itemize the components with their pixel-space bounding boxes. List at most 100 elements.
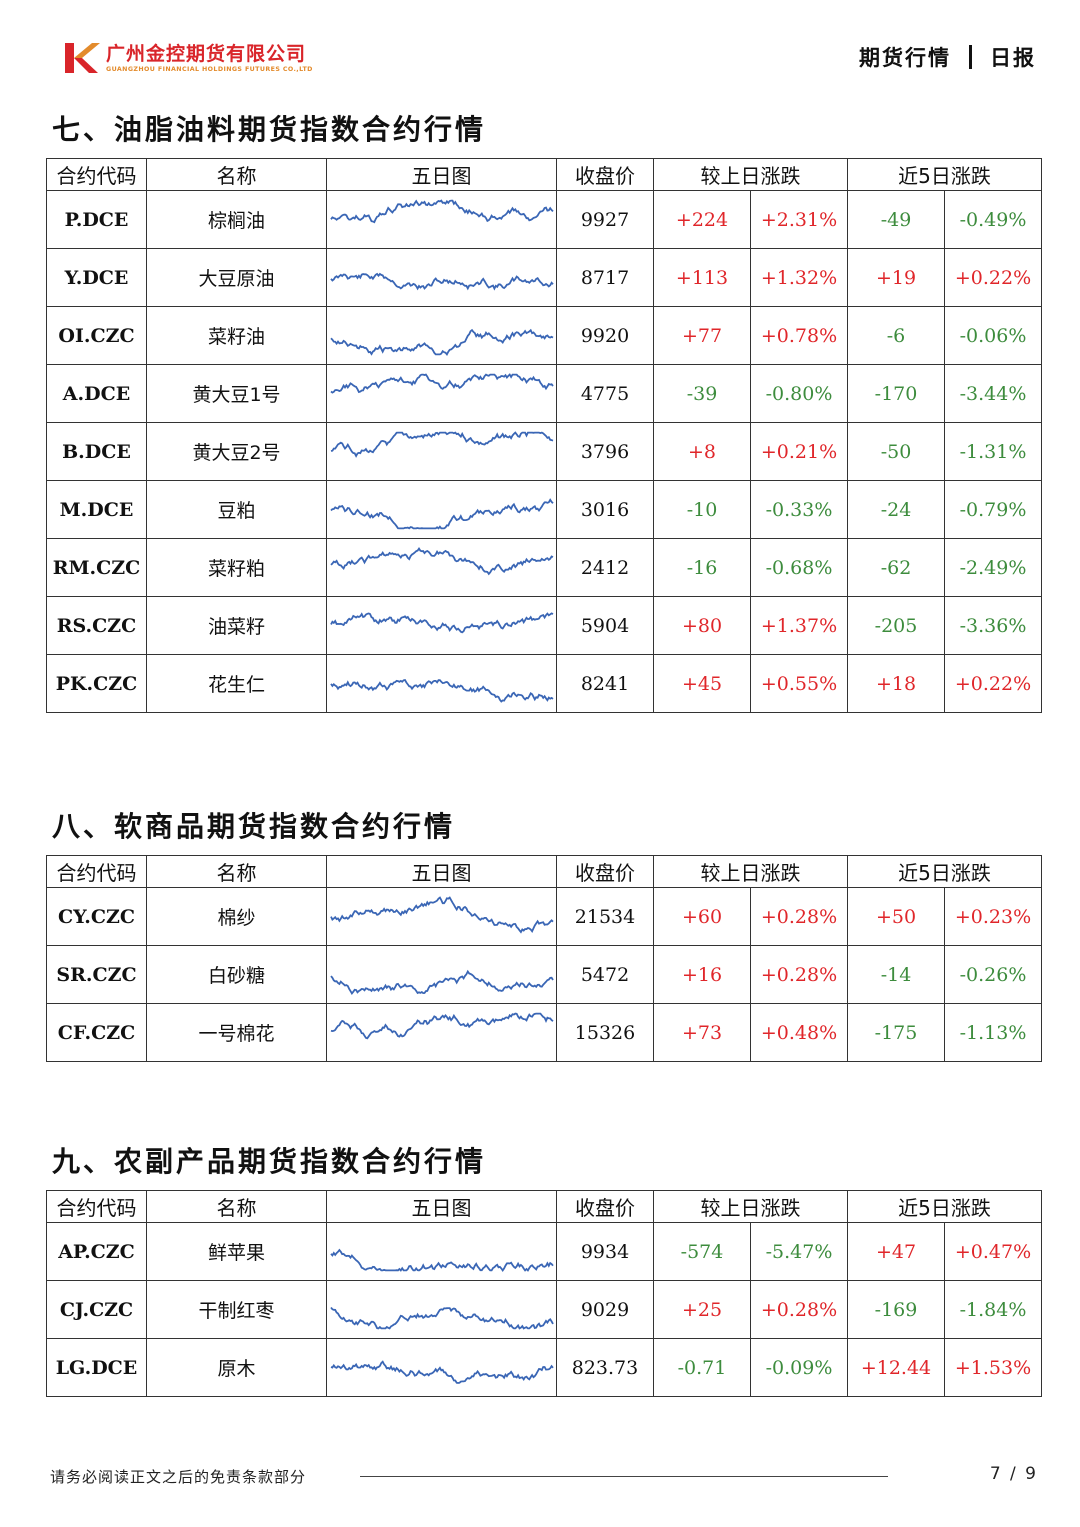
five-day-change: -169	[847, 1280, 945, 1339]
report-header: 期货行情 日报	[859, 42, 1036, 72]
table-row: RS.CZC 油菜籽 5904 +80 +1.37% -205 -3.36%	[46, 596, 1043, 655]
daily-change: +77	[653, 306, 751, 365]
five-day-sparkline	[326, 422, 557, 481]
close-price: 5904	[556, 596, 654, 655]
close-price: 9927	[556, 190, 654, 249]
daily-change-pct: +2.31%	[750, 190, 848, 249]
contract-code: OI.CZC	[46, 306, 147, 365]
contract-name: 菜籽粕	[146, 538, 327, 597]
sparkline-path	[330, 373, 554, 394]
five-day-change-pct: -3.36%	[943, 596, 1043, 655]
five-day-sparkline	[326, 596, 557, 655]
sparkline-path	[330, 431, 554, 458]
daily-change: +73	[653, 1003, 751, 1062]
daily-change-pct: +0.28%	[750, 887, 848, 946]
sparkline-path	[330, 896, 554, 934]
five-day-change-pct: -0.79%	[943, 480, 1043, 539]
five-day-change: +12.44	[847, 1338, 945, 1397]
daily-change-pct: -5.47%	[750, 1222, 848, 1281]
quote-table: 合约代码 名称 五日图 收盘价 较上日涨跌 近5日涨跌 CY.CZC 棉纱 21534 +60 +0…	[46, 855, 1043, 1062]
contract-name: 干制红枣	[146, 1280, 327, 1339]
five-day-sparkline	[326, 1338, 557, 1397]
sparkline-path	[330, 199, 554, 224]
close-price: 3796	[556, 422, 654, 481]
close-price: 3016	[556, 480, 654, 539]
sparkline-chart	[330, 498, 554, 530]
five-day-change-pct: -0.49%	[943, 190, 1043, 249]
table-header-row: 合约代码 名称 五日图 收盘价 较上日涨跌 近5日涨跌	[46, 855, 1043, 888]
five-day-sparkline	[326, 1003, 557, 1062]
header-daily-change: 较上日涨跌	[653, 158, 848, 191]
header-code: 合约代码	[46, 1190, 147, 1223]
close-price: 9920	[556, 306, 654, 365]
five-day-sparkline	[326, 887, 557, 946]
sparkline-chart	[330, 373, 554, 394]
sparkline-path	[330, 1248, 554, 1272]
five-day-sparkline	[326, 306, 557, 365]
table-header-row: 合约代码 名称 五日图 收盘价 较上日涨跌 近5日涨跌	[46, 158, 1043, 191]
company-logo: 广州金控期货有限公司 GUANGZHOU FINANCIAL HOLDINGS …	[64, 40, 313, 76]
five-day-sparkline	[326, 364, 557, 423]
header-code: 合约代码	[46, 158, 147, 191]
daily-change: +8	[653, 422, 751, 481]
close-price: 9029	[556, 1280, 654, 1339]
sparkline-chart	[330, 547, 554, 576]
header-close: 收盘价	[556, 158, 654, 191]
sparkline-chart	[330, 1306, 554, 1330]
contract-name: 油菜籽	[146, 596, 327, 655]
daily-change: +25	[653, 1280, 751, 1339]
table-row: CJ.CZC 干制红枣 9029 +25 +0.28% -169 -1.84%	[46, 1280, 1043, 1339]
daily-change-pct: -0.09%	[750, 1338, 848, 1397]
five-day-change: -62	[847, 538, 945, 597]
table-row: OI.CZC 菜籽油 9920 +77 +0.78% -6 -0.06%	[46, 306, 1043, 365]
five-day-change: -175	[847, 1003, 945, 1062]
sparkline-path	[330, 1012, 554, 1040]
five-day-change: +47	[847, 1222, 945, 1281]
contract-code: SR.CZC	[46, 945, 147, 1004]
sparkline-chart	[330, 612, 554, 634]
contract-code: CJ.CZC	[46, 1280, 147, 1339]
five-day-change-pct: +0.23%	[943, 887, 1043, 946]
five-day-change-pct: +0.22%	[943, 654, 1043, 713]
daily-change: +224	[653, 190, 751, 249]
daily-change: +45	[653, 654, 751, 713]
company-name-cn: 广州金控期货有限公司	[106, 42, 307, 65]
sparkline-chart	[330, 431, 554, 458]
table-row: M.DCE 豆粕 3016 -10 -0.33% -24 -0.79%	[46, 480, 1043, 539]
contract-code: M.DCE	[46, 480, 147, 539]
daily-change-pct: +0.28%	[750, 945, 848, 1004]
contract-code: A.DCE	[46, 364, 147, 423]
daily-change: -39	[653, 364, 751, 423]
five-day-change: -24	[847, 480, 945, 539]
five-day-change: +19	[847, 248, 945, 307]
daily-change-pct: -0.33%	[750, 480, 848, 539]
five-day-change: -170	[847, 364, 945, 423]
sparkline-chart	[330, 896, 554, 934]
header-chart: 五日图	[326, 855, 557, 888]
five-day-sparkline	[326, 538, 557, 597]
five-day-sparkline	[326, 1280, 557, 1339]
header-name: 名称	[146, 855, 327, 888]
five-day-change-pct: -0.26%	[943, 945, 1043, 1004]
daily-change: +80	[653, 596, 751, 655]
five-day-sparkline	[326, 1222, 557, 1281]
five-day-change-pct: -1.31%	[943, 422, 1043, 481]
contract-name: 菜籽油	[146, 306, 327, 365]
close-price: 4775	[556, 364, 654, 423]
five-day-change-pct: -2.49%	[943, 538, 1043, 597]
contract-code: RM.CZC	[46, 538, 147, 597]
daily-change-pct: -0.68%	[750, 538, 848, 597]
header-5day-change: 近5日涨跌	[846, 158, 1043, 191]
five-day-change: -6	[847, 306, 945, 365]
sparkline-chart	[330, 328, 554, 357]
five-day-sparkline	[326, 248, 557, 307]
header-5day-change: 近5日涨跌	[846, 1190, 1043, 1223]
contract-code: B.DCE	[46, 422, 147, 481]
five-day-change: -50	[847, 422, 945, 481]
header-name: 名称	[146, 1190, 327, 1223]
header-chart: 五日图	[326, 158, 557, 191]
header-name: 名称	[146, 158, 327, 191]
contract-name: 棉纱	[146, 887, 327, 946]
contract-name: 白砂糖	[146, 945, 327, 1004]
contract-name: 一号棉花	[146, 1003, 327, 1062]
